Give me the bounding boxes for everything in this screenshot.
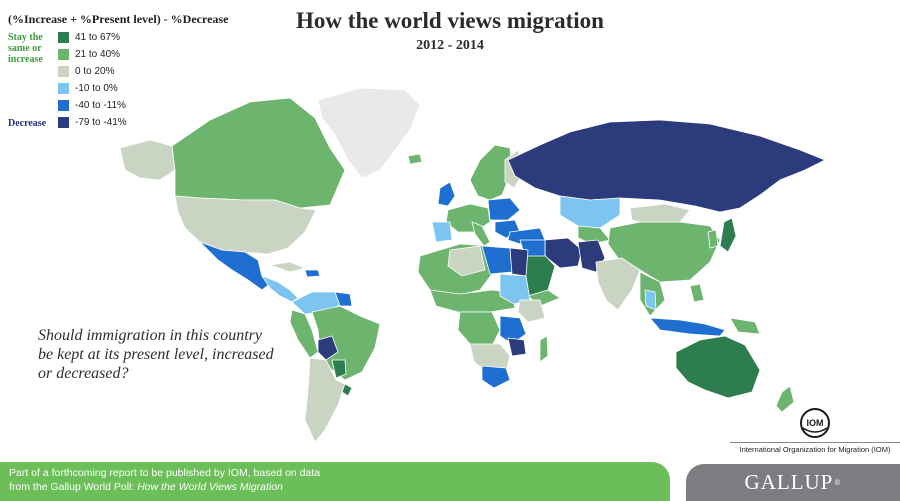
region-guianas <box>334 291 353 307</box>
legend-swatch <box>58 100 69 111</box>
region-egypt <box>509 247 529 277</box>
gallup-brand: GALLUP ® <box>686 464 900 501</box>
region-kazakhstan <box>559 195 621 229</box>
legend-item-4: -10 to 0% <box>58 81 118 96</box>
region-uruguay <box>341 383 353 397</box>
legend-label: 21 to 40% <box>75 49 121 60</box>
region-south-africa <box>481 365 511 389</box>
legend-label: -79 to -41% <box>75 117 127 128</box>
legend-swatch <box>58 66 69 77</box>
legend-swatch <box>58 32 69 43</box>
region-central-america <box>260 275 299 303</box>
legend-item-2: 21 to 40% <box>58 47 120 62</box>
legend-swatch <box>58 49 69 60</box>
footer-line-1: Part of a forthcoming report to be publi… <box>9 467 321 479</box>
gallup-wordmark: GALLUP <box>744 470 834 494</box>
region-ethiopia <box>517 299 546 323</box>
map-title: How the world views migration <box>296 8 604 33</box>
region-mongolia <box>629 203 691 225</box>
region-papua <box>729 317 761 335</box>
region-central-africa <box>457 311 501 347</box>
region-australia <box>675 335 761 399</box>
iom-logo-text: IOM <box>807 418 824 428</box>
footer-banner: Part of a forthcoming report to be publi… <box>0 462 670 501</box>
legend-swatch <box>58 117 69 128</box>
region-japan <box>719 217 737 253</box>
map-subtitle: 2012 - 2014 <box>416 38 484 53</box>
legend-item-3: 0 to 20% <box>58 64 114 79</box>
legend-label: -40 to -11% <box>75 100 126 111</box>
region-canada <box>171 97 346 209</box>
region-western-europe <box>445 203 491 233</box>
survey-question: Should immigration in this country be ke… <box>38 327 274 382</box>
region-iceland <box>407 153 423 165</box>
region-alaska <box>119 139 176 181</box>
region-uk-ireland <box>437 181 456 207</box>
legend-side-increase: Stay the same or increase <box>8 32 43 65</box>
region-thailand <box>644 289 657 311</box>
footer-text: Part of a forthcoming report to be publi… <box>9 466 320 494</box>
region-ecuador-peru <box>289 309 319 359</box>
legend-item-6: -79 to -41% <box>58 115 127 130</box>
region-algeria <box>447 245 486 277</box>
legend-heading: (%Increase + %Present level) - %Decrease <box>8 12 229 26</box>
region-bolivia <box>317 335 339 361</box>
legend-label: 41 to 67% <box>75 32 121 43</box>
region-italy <box>471 221 491 247</box>
region-new-zealand <box>775 385 795 413</box>
iom-logo-block: IOM International Organization for Migra… <box>730 406 900 454</box>
footer-report-title: How the World Views Migration <box>137 481 283 493</box>
footer-line-2-prefix: from the Gallup World Poll: <box>9 481 138 493</box>
region-sahel <box>429 289 516 313</box>
legend-item-5: -40 to -11% <box>58 98 126 113</box>
region-iberia <box>431 221 453 243</box>
region-argentina-chile <box>304 357 346 443</box>
region-central-asia <box>577 225 611 245</box>
region-central-europe <box>487 197 521 221</box>
iom-logo: IOM <box>800 408 830 438</box>
region-tanzania <box>507 337 527 357</box>
iom-label: International Organization for Migration… <box>730 442 900 454</box>
region-greenland <box>317 87 421 179</box>
region-india <box>595 257 641 311</box>
legend-label: -10 to 0% <box>75 83 118 94</box>
region-malaysia-indonesia <box>649 317 726 337</box>
legend-side-decrease: Decrease <box>8 118 47 129</box>
region-paraguay <box>331 359 347 379</box>
legend-label: 0 to 20% <box>75 66 115 77</box>
legend-swatch <box>58 83 69 94</box>
world-map <box>119 87 826 443</box>
region-philippines <box>689 283 705 303</box>
region-united-states <box>174 195 317 255</box>
region-cuba <box>269 261 307 273</box>
region-hispaniola <box>304 269 321 278</box>
region-russia <box>507 119 826 213</box>
region-korea <box>707 229 719 249</box>
legend-item-1: 41 to 67% <box>58 30 120 45</box>
gallup-registered-mark: ® <box>834 478 842 487</box>
region-madagascar <box>539 335 549 363</box>
